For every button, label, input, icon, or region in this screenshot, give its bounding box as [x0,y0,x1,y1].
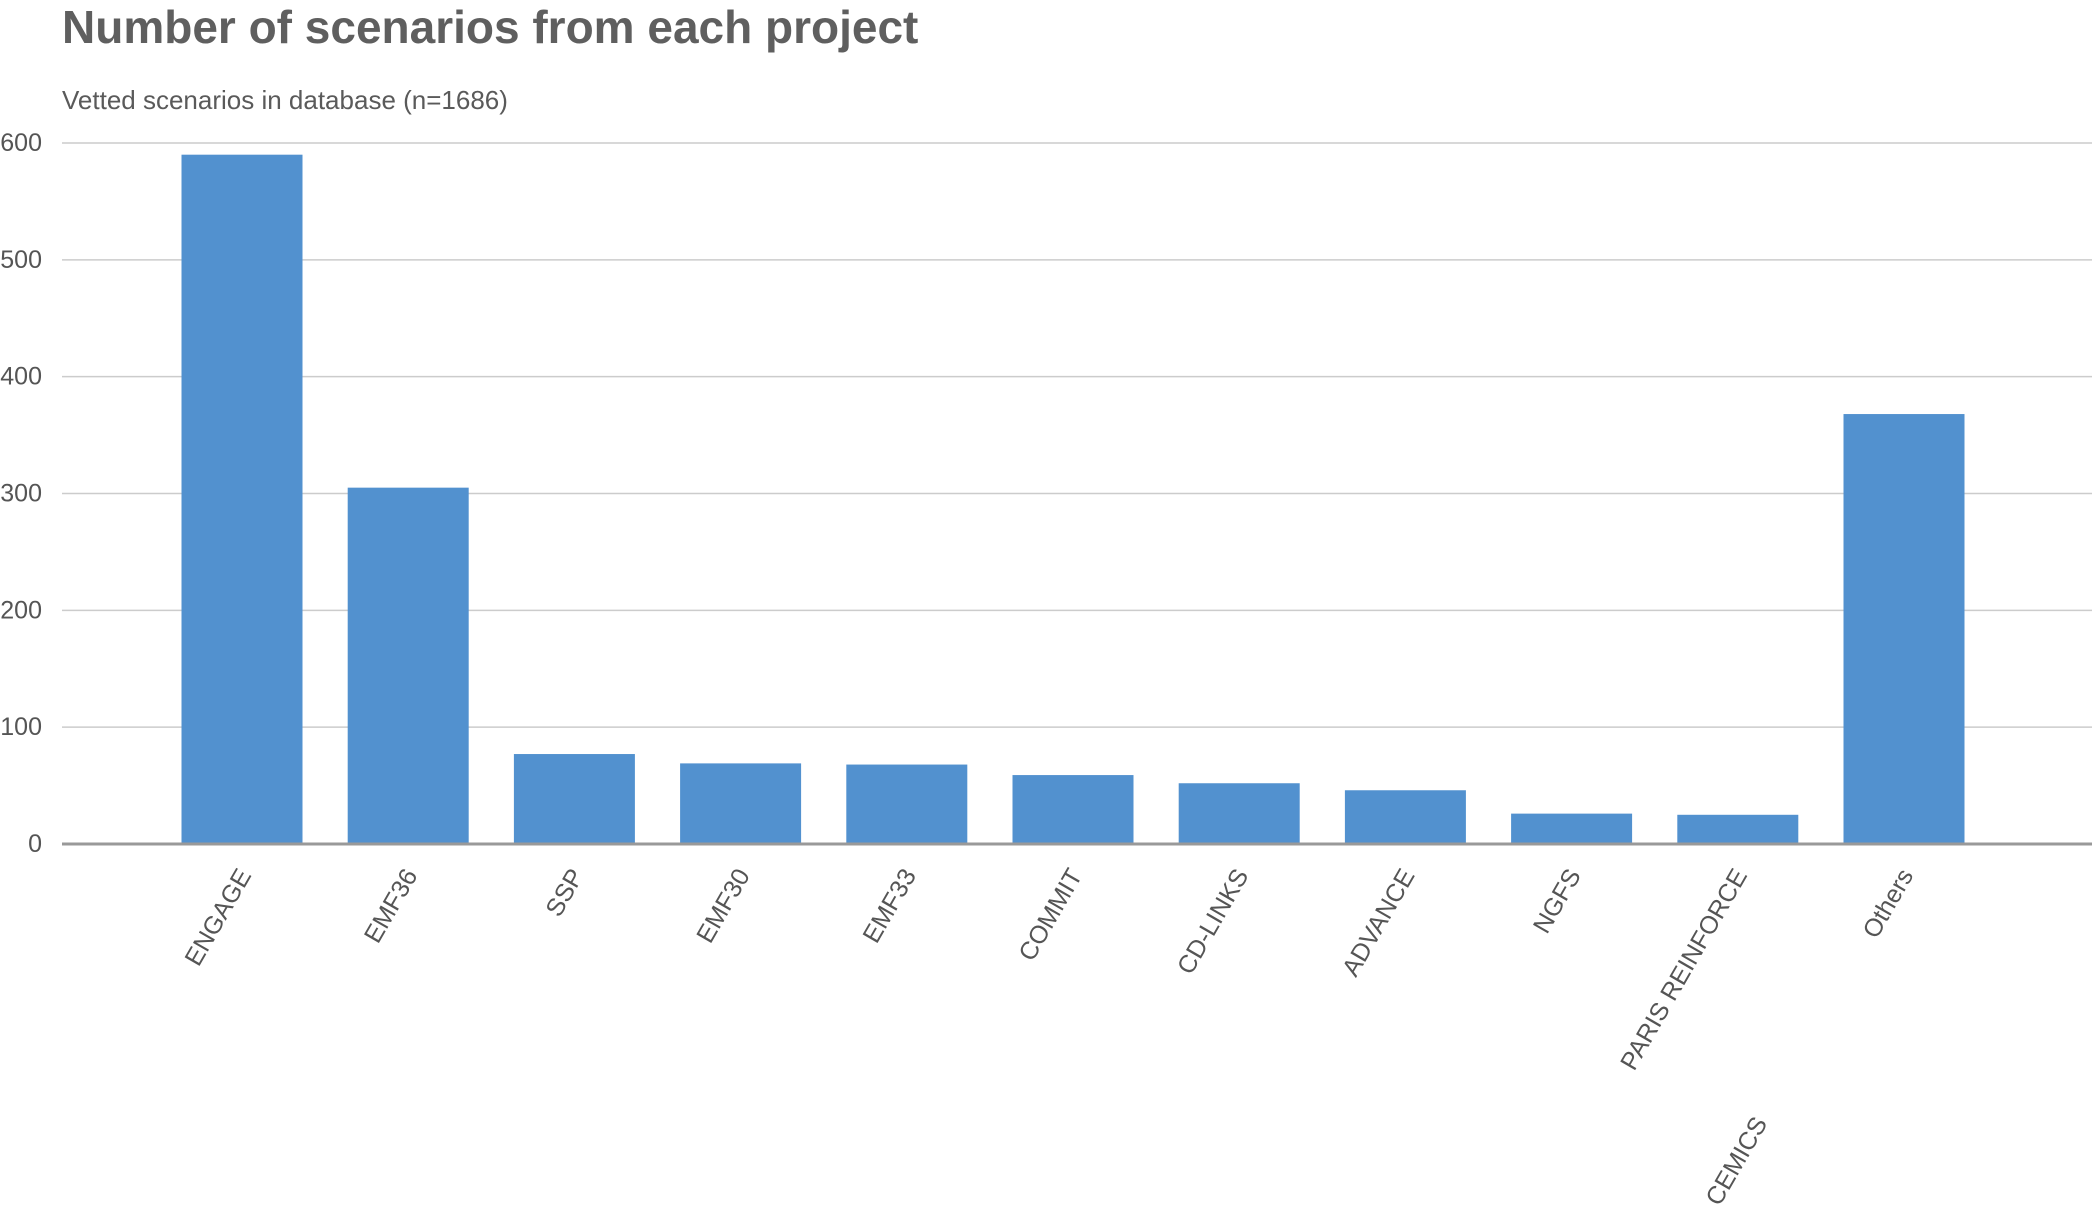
bar-cd-links [1178,783,1300,844]
x-tick-label: ENGAGE [179,864,257,971]
chart-title: Number of scenarios from each project [62,1,919,53]
bar-paris-reinforce [1677,814,1799,844]
x-tick-label: NGFS [1528,864,1587,938]
bars [181,154,1965,844]
bar-emf30 [680,763,802,844]
x-tick-label: EMF30 [691,864,756,948]
x-tick-label-extra: CEMICS [1700,1112,1773,1210]
bar-ngfs [1511,813,1633,844]
x-tick-label: SSP [540,864,589,921]
chart-subtitle: Vetted scenarios in database (n=1686) [62,85,508,115]
bar-advance [1344,790,1466,844]
y-tick-label: 200 [0,596,42,624]
x-tick-label: EMF33 [857,864,922,948]
bar-others [1843,414,1965,844]
y-tick-label: 500 [0,246,42,274]
y-tick-label: 300 [0,480,42,508]
x-tick-label: PARIS REINFORCE [1615,864,1753,1075]
bar-engage [181,154,303,844]
x-tick-label: EMF36 [359,864,424,948]
y-tick-label: 600 [0,129,42,157]
x-tick-label: ADVANCE [1337,864,1421,981]
bar-emf36 [347,487,469,844]
y-tick-label: 100 [0,713,42,741]
y-tick-label: 0 [28,830,42,858]
bar-commit [1012,775,1134,844]
x-axis-labels: ENGAGE EMF36 SSP EMF30 EMF33 COMMIT CD-LINKS AD… [179,864,1919,1210]
y-tick-label: 400 [0,363,42,391]
x-tick-label: COMMIT [1013,864,1088,966]
y-axis-ticks: 0 100 200 300 400 500 600 [0,129,42,858]
bar-ssp [513,754,635,844]
x-tick-label: Others [1857,864,1919,943]
x-tick-label: CD-LINKS [1172,864,1255,979]
bar-emf33 [846,764,968,844]
